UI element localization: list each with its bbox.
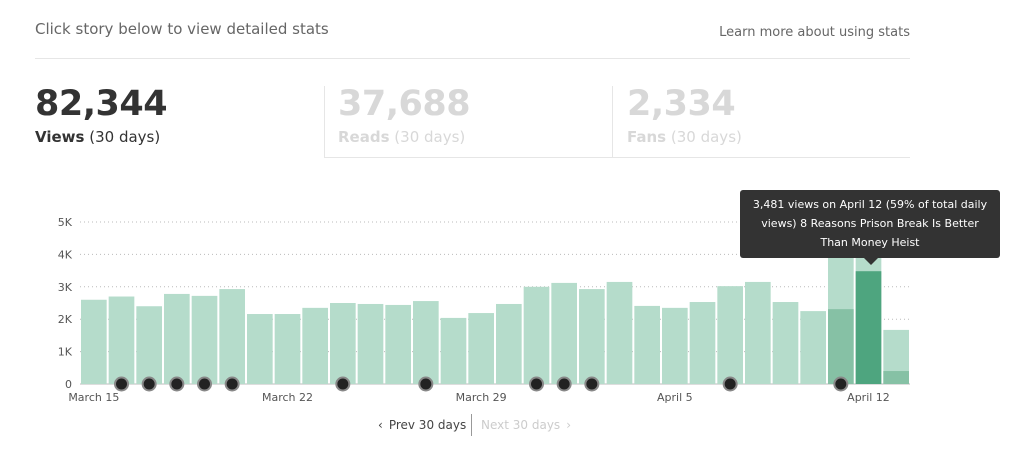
- bar: [108, 296, 135, 384]
- prev-button[interactable]: ‹ Prev 30 days: [378, 418, 466, 432]
- bar: [81, 299, 107, 384]
- header-title: Click story below to view detailed stats: [35, 20, 329, 38]
- publish-marker: [418, 376, 434, 392]
- publish-marker: [141, 376, 157, 392]
- x-tick-label: March 22: [262, 391, 313, 404]
- bar: [413, 301, 439, 384]
- story-bar: [855, 271, 882, 384]
- bar: [634, 305, 660, 384]
- y-tick-label: 4K: [58, 248, 73, 261]
- bar: [302, 307, 328, 384]
- publish-marker: [169, 376, 185, 392]
- bar: [523, 286, 550, 384]
- chevron-right: ›: [566, 418, 571, 432]
- stat-value: 2,334: [627, 84, 736, 124]
- bar: [274, 314, 301, 384]
- tooltip-arrow: [864, 258, 878, 265]
- bar: [662, 307, 688, 384]
- y-tick-label: 0: [65, 378, 72, 391]
- story-bar: [883, 371, 909, 384]
- y-tick-label: 1K: [58, 346, 73, 359]
- publish-marker: [556, 376, 572, 392]
- bar: [606, 281, 633, 384]
- bar: [219, 289, 245, 384]
- next-label: Next 30 days: [481, 418, 561, 432]
- divider: [35, 58, 910, 59]
- stat-label: Fans: [627, 128, 667, 146]
- y-tick-label: 3K: [58, 281, 73, 294]
- publish-marker: [584, 376, 600, 392]
- bar: [247, 314, 273, 384]
- bar: [136, 306, 162, 384]
- bar: [717, 286, 743, 384]
- bar: [772, 302, 799, 384]
- x-tick-label: April 5: [657, 391, 693, 404]
- bar: [800, 311, 826, 384]
- stat-label: Views: [35, 128, 85, 146]
- chevron-left: ‹: [378, 418, 383, 432]
- publish-marker: [722, 376, 738, 392]
- tooltip: 3,481 views on April 12 (59% of total da…: [740, 190, 1000, 258]
- publish-marker: [114, 376, 129, 392]
- bar: [496, 303, 522, 384]
- views-stat[interactable]: 82,344 Views (30 days): [35, 84, 168, 146]
- publish-marker: [197, 376, 212, 392]
- next-button: Next 30 days ›: [481, 418, 571, 432]
- bar: [468, 313, 494, 384]
- stat-period: (30 days): [394, 128, 466, 146]
- bar: [357, 303, 384, 384]
- y-tick-label: 5K: [58, 216, 73, 229]
- bar: [440, 317, 467, 384]
- stat-period: (30 days): [670, 128, 742, 146]
- prev-label: Prev 30 days: [388, 418, 467, 432]
- nav-divider: [471, 414, 472, 436]
- stat-period: (30 days): [89, 128, 161, 146]
- publish-marker: [224, 376, 240, 392]
- bar: [745, 281, 771, 384]
- bar: [191, 295, 218, 384]
- stat-label: Reads: [338, 128, 390, 146]
- reads-stat[interactable]: 37,688 Reads (30 days): [324, 84, 612, 158]
- bar: [330, 303, 356, 384]
- bar: [164, 293, 190, 384]
- x-tick-label: April 12: [847, 391, 890, 404]
- learn-more-link[interactable]: Learn more about using stats: [719, 25, 910, 40]
- story-bar: [828, 309, 854, 384]
- publish-marker: [335, 376, 351, 392]
- bar: [551, 282, 577, 384]
- stat-value: 37,688: [338, 84, 471, 124]
- stat-value: 82,344: [35, 84, 168, 124]
- y-tick-label: 2K: [58, 313, 73, 326]
- x-tick-label: March 29: [456, 391, 507, 404]
- bar: [385, 304, 411, 384]
- bar: [579, 289, 605, 384]
- x-tick-label: March 15: [68, 391, 119, 404]
- fans-stat[interactable]: 2,334 Fans (30 days): [612, 84, 910, 158]
- publish-marker: [833, 376, 849, 392]
- publish-marker: [529, 376, 544, 392]
- bar: [689, 302, 716, 384]
